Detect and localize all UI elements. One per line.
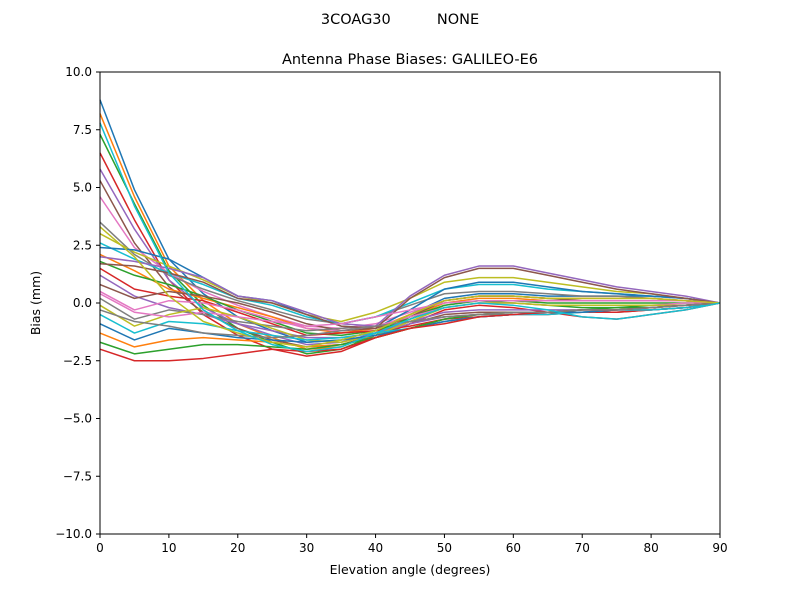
chart-suptitle: 3COAG30 NONE (321, 12, 479, 28)
y-axis-label: Bias (mm) (28, 271, 43, 335)
y-tick-label: −7.5 (63, 469, 92, 483)
x-axis-label: Elevation angle (degrees) (330, 562, 491, 577)
chart-title: Antenna Phase Biases: GALILEO-E6 (282, 52, 538, 68)
series-line-30 (99, 122, 721, 353)
x-tick-label: 20 (230, 541, 245, 555)
y-tick-label: 10.0 (65, 65, 92, 79)
x-tick-label: 10 (161, 541, 176, 555)
series-line-27 (99, 293, 721, 327)
x-tick-label: 60 (506, 541, 521, 555)
x-tick-label: 70 (575, 541, 590, 555)
y-tick-label: 5.0 (73, 181, 92, 195)
series-line-26 (99, 262, 721, 330)
series-line-14 (99, 267, 721, 337)
series-line-25 (99, 256, 721, 327)
x-tick-label: 30 (299, 541, 314, 555)
y-tick-label: 0.0 (73, 296, 92, 310)
x-tick-label: 90 (712, 541, 727, 555)
y-tick-label: −5.0 (63, 412, 92, 426)
series-layer (99, 99, 721, 362)
series-line-8 (99, 221, 721, 325)
x-tick-label: 0 (96, 541, 104, 555)
y-axis: 10.0 7.5 5.0 2.5 0.0 −2.5 −5.0 −7.5 −10.0 (55, 65, 100, 541)
y-tick-label: 7.5 (73, 123, 92, 137)
x-tick-label: 80 (643, 541, 658, 555)
y-tick-label: −10.0 (55, 527, 92, 541)
y-tick-label: −2.5 (63, 354, 92, 368)
x-tick-label: 40 (368, 541, 383, 555)
series-line-29 (99, 226, 721, 348)
x-axis: 0 10 20 30 40 50 60 70 80 90 (96, 534, 728, 555)
series-line-28 (99, 302, 721, 339)
y-tick-label: 2.5 (73, 238, 92, 252)
x-tick-label: 50 (437, 541, 452, 555)
